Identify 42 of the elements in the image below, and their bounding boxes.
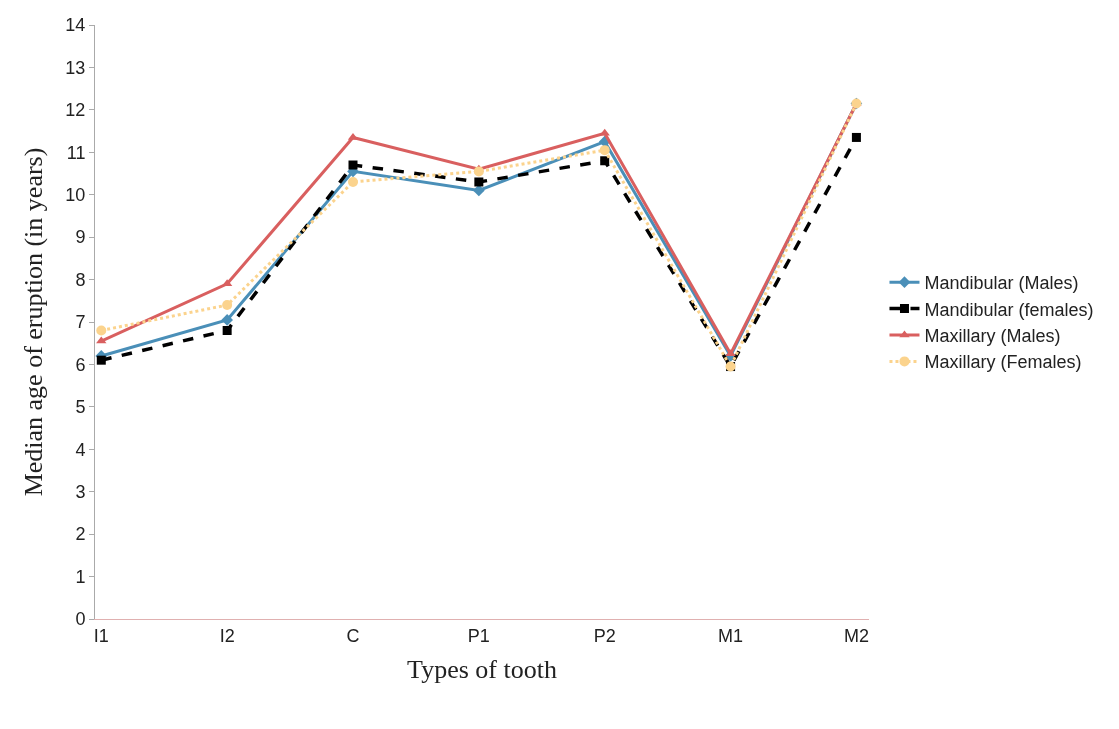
x-axis-title: Types of tooth (407, 655, 557, 685)
y-tick-label: 9 (75, 227, 86, 248)
y-tick-label: 6 (75, 354, 86, 375)
point (96, 336, 107, 344)
point (725, 349, 736, 357)
point (851, 132, 861, 142)
y-tick-label: 2 (75, 524, 86, 545)
legend-label: Maxillary (Females) (924, 352, 1082, 373)
point (474, 177, 484, 187)
y-tick-label: 5 (75, 397, 86, 418)
x-tick-label: M1 (718, 625, 744, 646)
x-tick-label: P2 (593, 625, 616, 646)
point (222, 300, 233, 311)
legend-label: Maxillary (Males) (924, 326, 1061, 347)
point (96, 325, 107, 336)
y-tick-label: 7 (75, 312, 86, 333)
x-tick-label: I2 (219, 625, 235, 646)
x-tick-label: C (346, 625, 360, 646)
y-tick-label: 3 (75, 482, 86, 503)
x-tick-label: I1 (93, 625, 109, 646)
point (348, 176, 358, 187)
point (600, 156, 610, 166)
legend-label: Mandibular (Males) (924, 273, 1079, 294)
y-tick-label: 13 (65, 57, 86, 78)
point (222, 325, 232, 335)
y-tick-label: 14 (65, 15, 86, 36)
x-tick-label: P1 (467, 625, 490, 646)
y-tick-label: 0 (75, 609, 86, 630)
y-tick-label: 10 (65, 185, 86, 206)
point (221, 314, 233, 326)
legend-label: Mandibular (females) (924, 299, 1094, 320)
point (348, 160, 358, 170)
y-tick-label: 4 (75, 439, 86, 460)
y-tick-label: 11 (66, 142, 86, 163)
y-tick-label: 8 (75, 269, 86, 290)
y-tick-label: 12 (65, 100, 86, 121)
x-tick-label: M2 (843, 625, 869, 646)
y-axis-title: Median age of eruption (in years) (18, 147, 48, 497)
y-tick-label: 1 (75, 566, 86, 587)
point (473, 166, 484, 177)
point (96, 355, 106, 365)
point (599, 145, 610, 156)
